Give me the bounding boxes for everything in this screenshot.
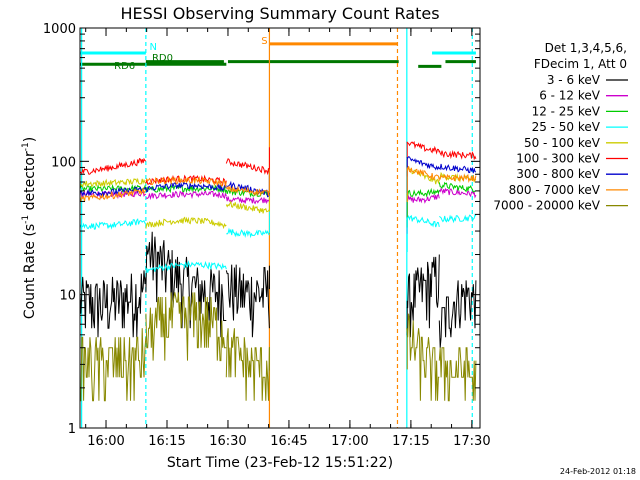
series-line bbox=[79, 186, 147, 202]
x-tick-label: 16:30 bbox=[209, 434, 246, 449]
x-tick-label: 17:00 bbox=[331, 434, 368, 449]
series-line bbox=[226, 180, 270, 198]
series-line bbox=[145, 181, 227, 193]
series-line bbox=[145, 216, 227, 230]
series-line bbox=[225, 264, 270, 338]
x-tick-label: 16:00 bbox=[87, 434, 124, 449]
series-line bbox=[225, 158, 270, 176]
y-tick-label: 10 bbox=[59, 289, 76, 304]
series-line bbox=[79, 218, 147, 230]
series-line bbox=[438, 149, 477, 161]
flag-label-rd6: RD6 bbox=[114, 61, 135, 72]
y-tick-label: 1000 bbox=[43, 22, 76, 37]
y-axis-label-main: Count Rate (s bbox=[22, 224, 38, 319]
series-line bbox=[79, 177, 147, 188]
series-8 bbox=[80, 292, 477, 402]
legend-label: 800 - 7000 keV bbox=[509, 183, 601, 197]
legend-label: 300 - 800 keV bbox=[516, 167, 600, 181]
y-tick-label: 1 bbox=[68, 422, 76, 437]
legend-label: 3 - 6 keV bbox=[547, 73, 601, 87]
series-line bbox=[406, 193, 440, 204]
series-7 bbox=[79, 166, 477, 203]
x-tick-label: 17:15 bbox=[392, 434, 429, 449]
series-line bbox=[439, 213, 477, 224]
series-line bbox=[225, 200, 270, 214]
legend-label: 25 - 50 keV bbox=[532, 120, 601, 134]
series-line bbox=[225, 185, 270, 197]
y-axis-label: Count Rate (s-1 detector-1) bbox=[21, 137, 38, 319]
series-line bbox=[80, 328, 147, 402]
legend-label: 12 - 25 keV bbox=[532, 104, 601, 118]
series-line bbox=[406, 187, 440, 198]
x-axis: 16:00 16:15 16:30 16:45 17:00 17:15 17:30 bbox=[85, 28, 491, 449]
series-line bbox=[438, 187, 477, 199]
series-line bbox=[406, 156, 440, 171]
y-tick-label: 100 bbox=[51, 155, 76, 170]
series-line bbox=[439, 173, 477, 183]
series-6 bbox=[79, 156, 477, 198]
series-3 bbox=[79, 209, 477, 274]
series-line bbox=[79, 186, 147, 198]
series-line bbox=[406, 313, 440, 401]
x-tick-label: 17:30 bbox=[453, 434, 490, 449]
y-axis: 1 10 100 1000 bbox=[43, 22, 480, 437]
series-line bbox=[438, 181, 476, 193]
x-axis-label: Start Time (23-Feb-12 15:51:22) bbox=[167, 455, 393, 471]
series-line bbox=[225, 196, 270, 205]
legend-header-1: Det 1,3,4,5,6, bbox=[545, 41, 627, 55]
series-line bbox=[406, 254, 440, 338]
series-line bbox=[79, 157, 147, 175]
plot-frame bbox=[79, 27, 481, 429]
series-line bbox=[79, 183, 147, 193]
series-line bbox=[406, 166, 440, 181]
flag-label-n: N bbox=[150, 42, 157, 53]
series-5 bbox=[79, 140, 477, 187]
series-line bbox=[79, 270, 147, 338]
flag-label-s: S bbox=[261, 36, 267, 47]
series-line bbox=[225, 328, 270, 401]
legend-header-2: FDecim 1, Att 0 bbox=[534, 57, 627, 71]
series-line bbox=[145, 175, 227, 188]
timestamp: 24-Feb-2012 01:18 bbox=[560, 467, 636, 476]
series-line bbox=[438, 163, 477, 174]
series-line bbox=[145, 260, 227, 274]
x-tick-label: 16:45 bbox=[270, 434, 307, 449]
legend-label: 7000 - 20000 keV bbox=[493, 199, 600, 213]
legend-label: 100 - 300 keV bbox=[516, 152, 600, 166]
series-line bbox=[145, 292, 227, 362]
series-line bbox=[226, 227, 270, 239]
y-axis-label-end: ) bbox=[22, 137, 38, 142]
legend-label: 50 - 100 keV bbox=[524, 136, 601, 150]
series-line bbox=[438, 347, 477, 402]
flag-label-rd0: RD0 bbox=[152, 53, 173, 64]
x-tick-label: 16:15 bbox=[148, 434, 185, 449]
chart-title: HESSI Observing Summary Count Rates bbox=[120, 4, 439, 23]
series-line bbox=[145, 190, 227, 201]
y-axis-label-sup1: -1 bbox=[21, 215, 31, 224]
series-0 bbox=[79, 231, 477, 348]
series-line bbox=[438, 280, 477, 348]
y-axis-label-mid: detector bbox=[22, 151, 38, 215]
y-axis-label-sup2: -1 bbox=[21, 142, 31, 151]
series-line bbox=[406, 140, 440, 155]
legend-label: 6 - 12 keV bbox=[539, 89, 601, 103]
series-line bbox=[406, 214, 440, 228]
